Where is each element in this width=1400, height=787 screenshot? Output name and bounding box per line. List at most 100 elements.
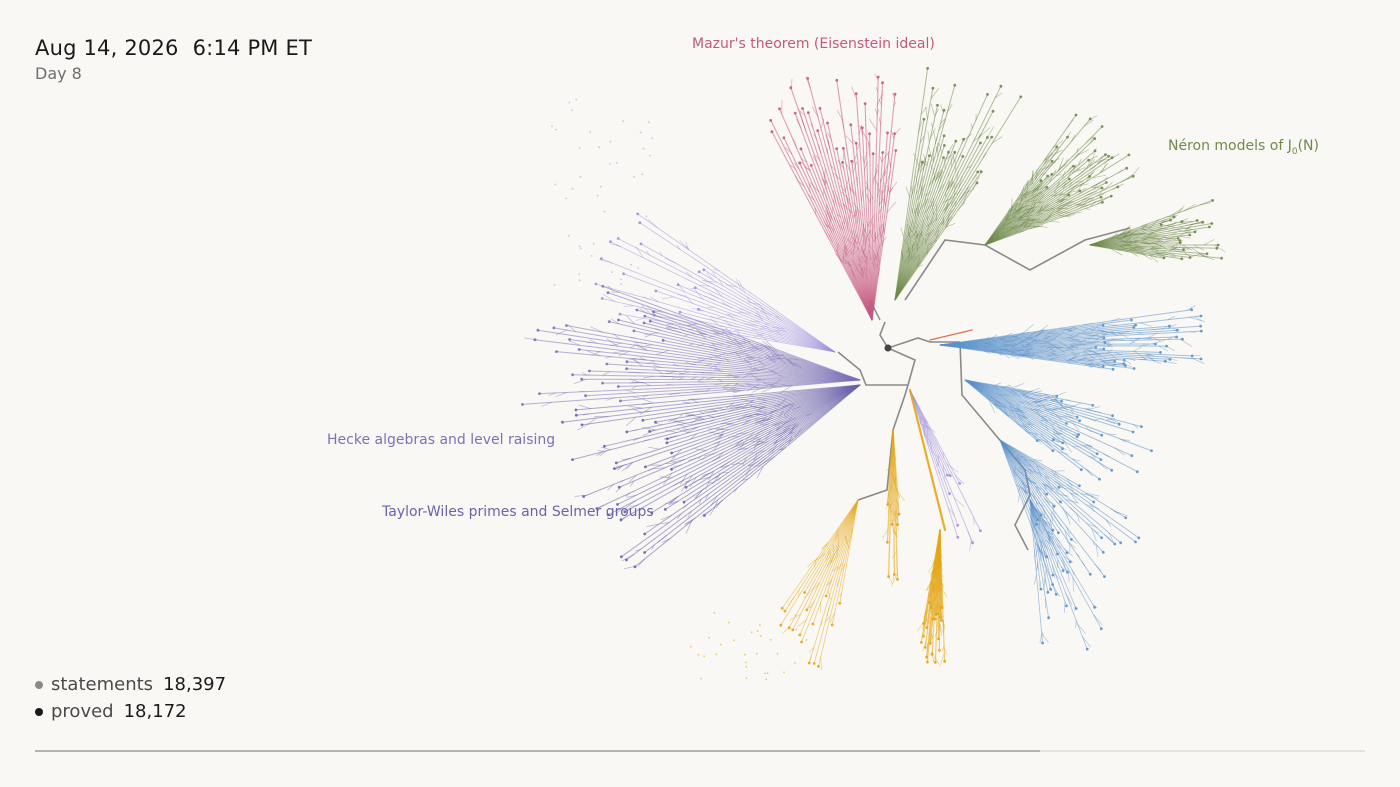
neron-twig xyxy=(1143,235,1156,239)
lavender-twig xyxy=(726,313,739,317)
blue-twig xyxy=(1065,510,1071,525)
blue-twig xyxy=(1036,501,1044,507)
blue-leaf xyxy=(1134,323,1137,327)
taylor-twig xyxy=(699,417,706,420)
blue-twig xyxy=(998,338,1006,340)
blue-twig xyxy=(992,402,999,410)
lavender-twig xyxy=(610,243,620,247)
neron-leaf xyxy=(986,93,989,96)
neron-twig xyxy=(1183,251,1190,257)
blue-leaf xyxy=(1070,538,1073,541)
blue-twig xyxy=(1044,338,1056,343)
taylor-twig xyxy=(756,465,764,479)
gold-leaf xyxy=(791,628,795,632)
neron-twig xyxy=(1119,225,1131,236)
mazur-twig xyxy=(811,106,819,117)
blue-twig xyxy=(1066,526,1070,535)
neron-branch xyxy=(894,136,988,301)
gold-twig xyxy=(829,611,836,624)
mazur-twig xyxy=(858,212,860,222)
mazur-twig xyxy=(888,157,891,167)
blue-leaf xyxy=(1132,325,1136,329)
neron-twig xyxy=(1107,153,1120,161)
blue-twig xyxy=(1009,407,1021,410)
taylor-leaf xyxy=(595,507,599,510)
blue-twig xyxy=(1057,451,1069,455)
taylor-leaf xyxy=(654,420,657,424)
gold-twig xyxy=(797,619,807,627)
lavender-twig xyxy=(694,289,704,300)
taylor-twig xyxy=(642,430,654,437)
taylor-leaf xyxy=(684,485,688,489)
taylor-leaf xyxy=(703,514,706,517)
taylor-twig xyxy=(692,427,697,430)
blue-twig xyxy=(1095,543,1099,557)
taylor-twig xyxy=(788,435,792,444)
blue-twig xyxy=(1018,471,1030,480)
mazur-branch xyxy=(850,124,873,321)
hecke-twig xyxy=(760,386,768,389)
hecke-leaf xyxy=(555,350,558,353)
gold-twig xyxy=(939,653,945,667)
blue-twig xyxy=(1033,458,1043,462)
hecke-twig xyxy=(591,351,601,356)
neron-twig xyxy=(945,223,956,228)
blue-twig xyxy=(1055,347,1061,350)
neron-twig xyxy=(1038,193,1045,202)
hecke-twig xyxy=(773,353,785,357)
blue-twig xyxy=(1083,346,1094,352)
hecke-leaf xyxy=(619,399,622,403)
gold-twig xyxy=(928,614,932,622)
mazur-twig xyxy=(878,117,882,126)
hecke-twig xyxy=(691,333,700,336)
blue-twig xyxy=(1082,636,1091,648)
hecke-twig xyxy=(619,351,630,356)
blue-leaf xyxy=(1099,627,1103,631)
neron-twig xyxy=(1007,209,1013,217)
lavender-leaf xyxy=(652,313,656,317)
blue-twig xyxy=(1113,510,1120,514)
blue-twig xyxy=(1015,456,1026,464)
taylor-twig xyxy=(744,419,751,422)
gold-leaf xyxy=(925,626,929,629)
neron-twig xyxy=(1076,147,1079,153)
taylor-twig xyxy=(685,520,692,534)
blue-leaf xyxy=(1046,590,1050,594)
blue-leaf xyxy=(1051,449,1055,453)
mazur-branch xyxy=(794,112,873,321)
mazur-branch xyxy=(807,77,873,321)
timeline-progress-bar[interactable] xyxy=(35,750,1365,752)
gold-twig xyxy=(888,493,891,501)
hecke-leaf xyxy=(661,339,665,342)
blue-twig xyxy=(1017,424,1029,427)
blue-leaf xyxy=(1132,367,1136,370)
gold-scatter xyxy=(745,677,748,679)
hecke-twig xyxy=(678,371,691,375)
neron-twig xyxy=(1027,218,1035,223)
neron-twig xyxy=(1099,163,1108,174)
hecke-twig xyxy=(741,372,753,379)
blue-twig xyxy=(1043,335,1055,340)
blue-twig xyxy=(991,349,999,353)
neron-twig xyxy=(930,103,936,118)
hecke-twig xyxy=(755,343,769,349)
neron-leaf xyxy=(1180,257,1184,261)
blue-leaf xyxy=(1093,606,1096,609)
gold-twig xyxy=(926,642,929,654)
gold-twig xyxy=(936,597,941,611)
blue-twig xyxy=(1054,516,1062,527)
taylor-twig xyxy=(737,448,748,450)
neron-twig xyxy=(1125,236,1131,240)
mazur-leaf xyxy=(789,86,793,90)
blue-branch xyxy=(1029,499,1043,644)
taylor-twig xyxy=(587,417,597,425)
gold-scatter xyxy=(809,606,811,609)
taylor-twig xyxy=(577,423,590,431)
mazur-twig xyxy=(828,233,833,243)
taylor-twig xyxy=(771,449,775,454)
neron-twig xyxy=(949,192,958,200)
blue-twig xyxy=(1046,343,1054,347)
lavender-scatter xyxy=(571,188,574,190)
taylor-leaf xyxy=(670,451,673,455)
mazur-twig xyxy=(839,185,847,193)
